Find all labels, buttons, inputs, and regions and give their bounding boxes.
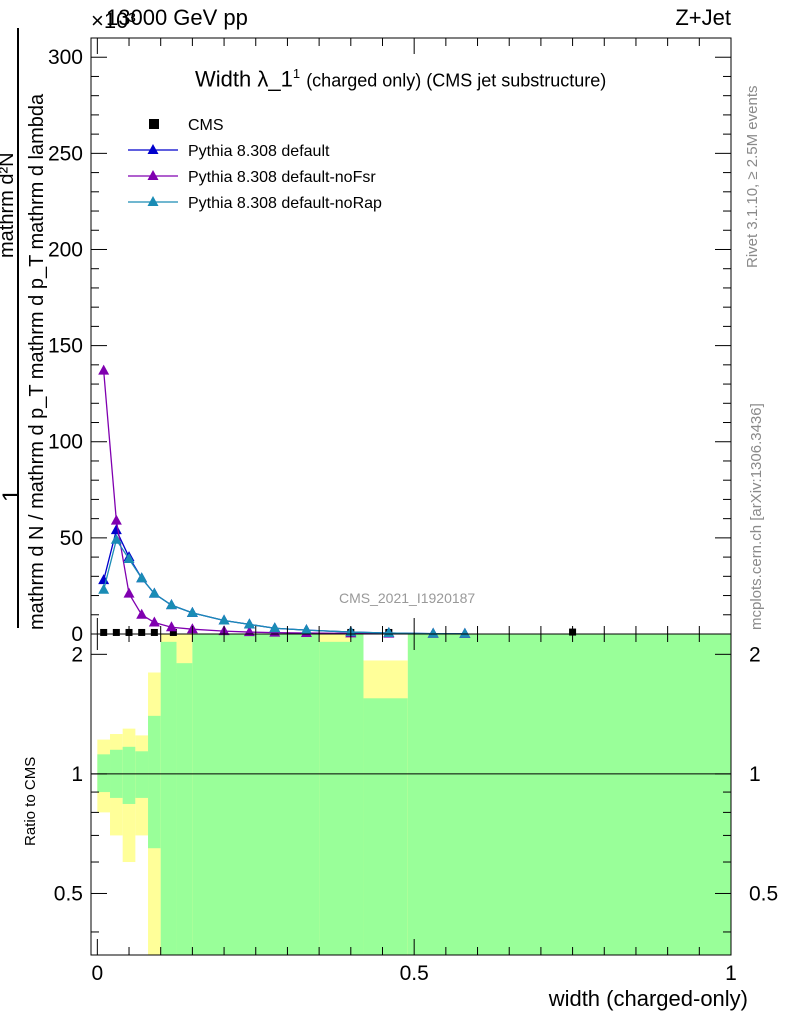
ratio-y-label: Ratio to CMS <box>22 756 39 846</box>
ratio-bands <box>97 634 731 955</box>
series-point-3-3 <box>136 572 148 583</box>
series-point-2-3 <box>136 608 148 619</box>
title-rest: (charged only) (CMS jet substructure) <box>306 70 607 91</box>
legend-marker-2 <box>147 170 159 180</box>
series-point-3-6 <box>186 606 198 617</box>
series-point-2-5 <box>165 621 177 632</box>
cms-point-5 <box>169 628 177 636</box>
y-axis-denominator: mathrm d N / mathrm d p_T mathrm d p_T m… <box>26 93 48 630</box>
main-ytick-label-0: 0 <box>71 623 83 646</box>
stat-band-10 <box>407 634 731 955</box>
stat-band-9 <box>363 698 408 955</box>
title-sup: 1 <box>292 66 301 81</box>
ratio-plot-frame <box>90 633 732 956</box>
stat-band-6 <box>176 663 193 955</box>
cms-point-0 <box>100 628 108 636</box>
y-axis-fraction-bar <box>17 28 19 628</box>
main-plot-frame <box>90 37 732 635</box>
series-line-3 <box>103 538 465 635</box>
legend-label-2: Pythia 8.308 default-noFsr <box>188 169 376 186</box>
xtick-label-2: 1 <box>725 962 737 985</box>
exponent-label: ×10³ <box>91 8 136 33</box>
ratio-ytick-label-left-2: 2 <box>71 643 83 666</box>
stat-band-5 <box>160 641 177 955</box>
main-ytick-label-6: 300 <box>48 46 83 69</box>
stat-band-3 <box>135 751 149 798</box>
series-point-2-0 <box>98 364 110 375</box>
main-ytick-label-2: 100 <box>48 431 83 454</box>
analysis-watermark: CMS_2021_I1920187 <box>339 590 476 606</box>
y-axis-numerator: mathrm d²N <box>0 152 18 258</box>
legend-label-1: Pythia 8.308 default <box>188 143 330 160</box>
x-axis-label: width (charged-only) <box>548 986 748 1011</box>
legend-marker-3 <box>147 196 159 206</box>
main-ytick-label-3: 150 <box>48 335 83 358</box>
title-main: Width λ_1 <box>195 66 293 92</box>
series-line-1 <box>103 528 465 635</box>
series-point-3-14 <box>459 627 471 638</box>
ratio-ticks: 0.5 0.5 1 1 2 2 0 0.5 1 <box>54 634 778 985</box>
main-ytick-label-4: 200 <box>48 238 83 261</box>
series-point-2-1 <box>110 514 122 525</box>
series-point-3-13 <box>427 627 439 638</box>
cms-point-4 <box>150 628 158 636</box>
legend-marker-0 <box>149 119 159 129</box>
legend-label-0: CMS <box>188 117 224 134</box>
series-point-2-4 <box>148 616 160 627</box>
stat-band-8 <box>319 634 364 955</box>
series-point-3-0 <box>98 583 110 594</box>
series-point-3-2 <box>123 553 135 564</box>
ratio-ytick-label-left-1: 1 <box>71 763 83 786</box>
ratio-ytick-label-left-0: 0.5 <box>54 882 83 905</box>
chart-title: Width λ_11 (charged only) (CMS jet subst… <box>195 66 606 92</box>
series-point-3-4 <box>148 587 160 598</box>
rivet-label: Rivet 3.1.10, ≥ 2.5M events <box>744 85 761 269</box>
ratio-ytick-label-right-2: 2 <box>749 643 761 666</box>
cms-point-1 <box>112 628 120 636</box>
xtick-label-0: 0 <box>91 962 103 985</box>
series-point-1-1 <box>110 524 122 535</box>
y-axis-prefix: 1 <box>0 488 25 502</box>
main-y-ticks: 0 50 100 150 200 250 300 <box>48 38 732 646</box>
stat-band-0 <box>97 754 111 793</box>
series-point-2-2 <box>123 587 135 598</box>
main-ytick-label-1: 50 <box>60 527 83 550</box>
stat-band-7 <box>192 634 320 955</box>
series-point-3-12 <box>383 627 395 638</box>
stat-band-4 <box>148 715 161 849</box>
stat-band-2 <box>122 746 136 804</box>
main-series <box>98 364 577 638</box>
process-label: Z+Jet <box>675 5 731 30</box>
mcplots-label: mcplots.cern.ch [arXiv:1306.3436] <box>748 403 765 630</box>
legend: CMS Pythia 8.308 default Pythia 8.308 defa… <box>128 117 382 212</box>
series-point-3-5 <box>165 599 177 610</box>
series-point-3-10 <box>300 624 312 635</box>
legend-marker-1 <box>147 144 159 154</box>
cms-point-3 <box>138 628 146 636</box>
series-point-1-0 <box>98 574 110 585</box>
series-point-3-7 <box>218 614 230 625</box>
ratio-ytick-label-right-0: 0.5 <box>749 882 778 905</box>
series-point-3-1 <box>110 533 122 544</box>
legend-label-3: Pythia 8.308 default-noRap <box>188 195 382 212</box>
main-ytick-label-5: 250 <box>48 142 83 165</box>
xtick-label-1: 0.5 <box>400 962 429 985</box>
series-point-3-8 <box>243 618 255 629</box>
syst-patch-0 <box>319 634 351 642</box>
series-point-3-9 <box>269 622 281 633</box>
energy-label: 13000 GeV pp <box>106 5 248 30</box>
ratio-ytick-label-right-1: 1 <box>749 763 761 786</box>
